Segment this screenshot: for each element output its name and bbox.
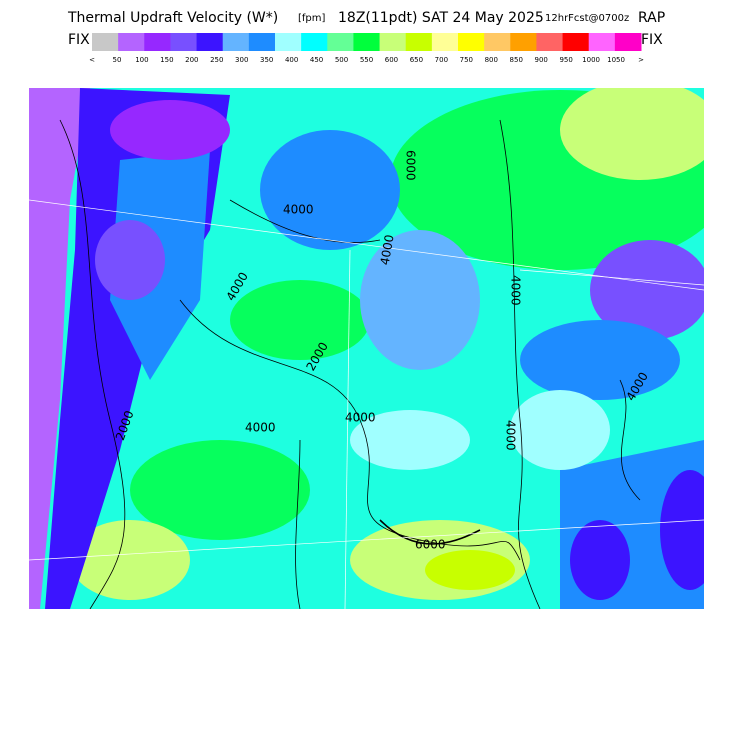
colorbar-swatch [144,33,171,51]
colorbar-label: 150 [160,56,173,64]
colorbar-label: 250 [210,56,223,64]
colorbar-label: 600 [385,56,398,64]
colorbar-swatch [92,33,119,51]
colorbar-swatch [484,33,511,51]
colorbar-label: 50 [112,56,121,64]
colorbar-swatch [196,33,224,51]
colorbar-swatch [301,33,328,51]
colorbar: <50 100 150 200 250 300 350 400 450 500 550 600 650 7… [89,33,644,64]
colorbar-swatch [327,33,354,51]
colorbar-label: 400 [285,56,298,64]
colorbar-swatch [405,33,433,51]
contour-label: 4000 [283,203,314,217]
colorbar-label: 900 [534,56,547,64]
colorbar-label: > [638,56,644,64]
fix-right: FIX [641,32,663,48]
colorbar-label: 450 [310,56,323,64]
colorbar-swatch [588,33,616,51]
colorbar-swatch [248,33,276,51]
colorbar-label: 750 [460,56,473,64]
colorbar-label: 500 [335,56,348,64]
colorbar-swatch [353,33,381,51]
time: 18Z(11pdt) SAT 24 May 2025 [338,10,544,26]
colorbar-label: 850 [510,56,523,64]
colorbar-label: 1000 [582,56,600,64]
colorbar-swatch [614,33,642,51]
units: [fpm] [298,13,326,24]
colorbar-swatch [536,33,564,51]
contour-label: 4000 [345,411,376,425]
fix-left: FIX [68,32,90,48]
map: 4000 4000 4000 4000 4000 4000 4000 6000 … [29,88,704,609]
colorbar-swatch [275,33,302,51]
colorbar-swatch [170,33,198,51]
colorbar-swatch [510,33,537,51]
colorbar-swatch [222,33,250,51]
colorbar-swatch [458,33,485,51]
colorbar-swatch [431,33,459,51]
colorbar-label: 350 [260,56,273,64]
model: RAP [638,10,665,26]
contour-label: 4000 [378,234,397,267]
colorbar-label: 550 [360,56,373,64]
contour-label: 4000 [504,420,518,451]
colorbar-label: 100 [135,56,148,64]
colorbar-label: 950 [559,56,572,64]
colorbar-label: 300 [235,56,248,64]
contour-label: 4000 [245,421,276,435]
colorbar-label: 200 [185,56,198,64]
colorbar-label: 800 [485,56,498,64]
colorbar-swatch [379,33,407,51]
title: Thermal Updraft Velocity (W*) [67,10,278,26]
contour-label: 6000 [404,150,418,181]
colorbar-swatch [118,33,145,51]
colorbar-label: 700 [435,56,448,64]
contour-label: 4000 [509,275,523,306]
colorbar-label: 650 [410,56,423,64]
colorbar-label: < [89,56,95,64]
contour-label: 6000 [415,538,446,552]
forecast: 12hrFcst@0700z [545,13,629,24]
colorbar-label: 1050 [607,56,625,64]
colorbar-swatch [562,33,590,51]
